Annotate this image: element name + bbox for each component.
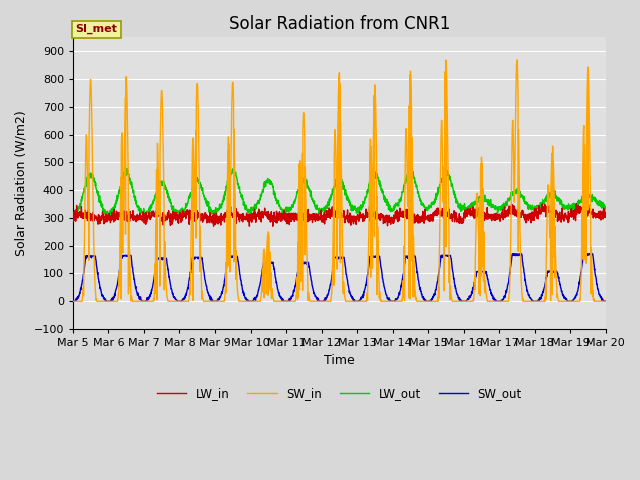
X-axis label: Time: Time bbox=[324, 354, 355, 367]
LW_out bbox=[602, 204, 609, 210]
Text: SI_met: SI_met bbox=[76, 24, 118, 35]
LW_out bbox=[355, 208, 363, 214]
LW_in bbox=[555, 215, 563, 220]
SW_in bbox=[366, 150, 374, 156]
Line: LW_in: LW_in bbox=[73, 204, 605, 226]
LW_out bbox=[218, 202, 226, 207]
SW_out bbox=[602, 299, 609, 304]
LW_in bbox=[218, 216, 225, 221]
LW_out bbox=[555, 198, 563, 204]
SW_out bbox=[366, 253, 374, 259]
LW_out bbox=[106, 216, 113, 222]
Line: SW_out: SW_out bbox=[73, 254, 605, 301]
LW_in bbox=[570, 216, 577, 222]
SW_out bbox=[69, 299, 77, 304]
SW_in bbox=[442, 57, 449, 63]
SW_out bbox=[494, 299, 502, 304]
LW_in bbox=[367, 213, 374, 219]
SW_in bbox=[494, 299, 502, 304]
LW_in bbox=[269, 223, 276, 229]
SW_out bbox=[218, 290, 225, 296]
Line: LW_out: LW_out bbox=[73, 168, 605, 219]
LW_in bbox=[355, 218, 362, 224]
SW_in bbox=[555, 299, 563, 304]
Title: Solar Radiation from CNR1: Solar Radiation from CNR1 bbox=[228, 15, 450, 33]
Line: SW_in: SW_in bbox=[73, 60, 605, 301]
SW_out bbox=[355, 299, 362, 304]
LW_out bbox=[367, 179, 374, 184]
SW_in bbox=[355, 299, 362, 304]
SW_out bbox=[555, 274, 563, 280]
LW_out bbox=[570, 200, 578, 206]
LW_out bbox=[123, 166, 131, 171]
LW_in bbox=[494, 213, 502, 218]
LW_in bbox=[69, 216, 77, 222]
Legend: LW_in, SW_in, LW_out, SW_out: LW_in, SW_in, LW_out, SW_out bbox=[152, 383, 527, 405]
LW_in bbox=[602, 210, 609, 216]
LW_out bbox=[69, 210, 77, 216]
SW_out bbox=[509, 251, 516, 257]
LW_in bbox=[572, 201, 580, 206]
SW_in bbox=[69, 299, 77, 304]
Y-axis label: Solar Radiation (W/m2): Solar Radiation (W/m2) bbox=[15, 110, 28, 256]
SW_in bbox=[570, 299, 577, 304]
SW_in bbox=[602, 299, 609, 304]
LW_out bbox=[495, 208, 502, 214]
SW_out bbox=[570, 297, 577, 303]
SW_in bbox=[218, 299, 225, 304]
